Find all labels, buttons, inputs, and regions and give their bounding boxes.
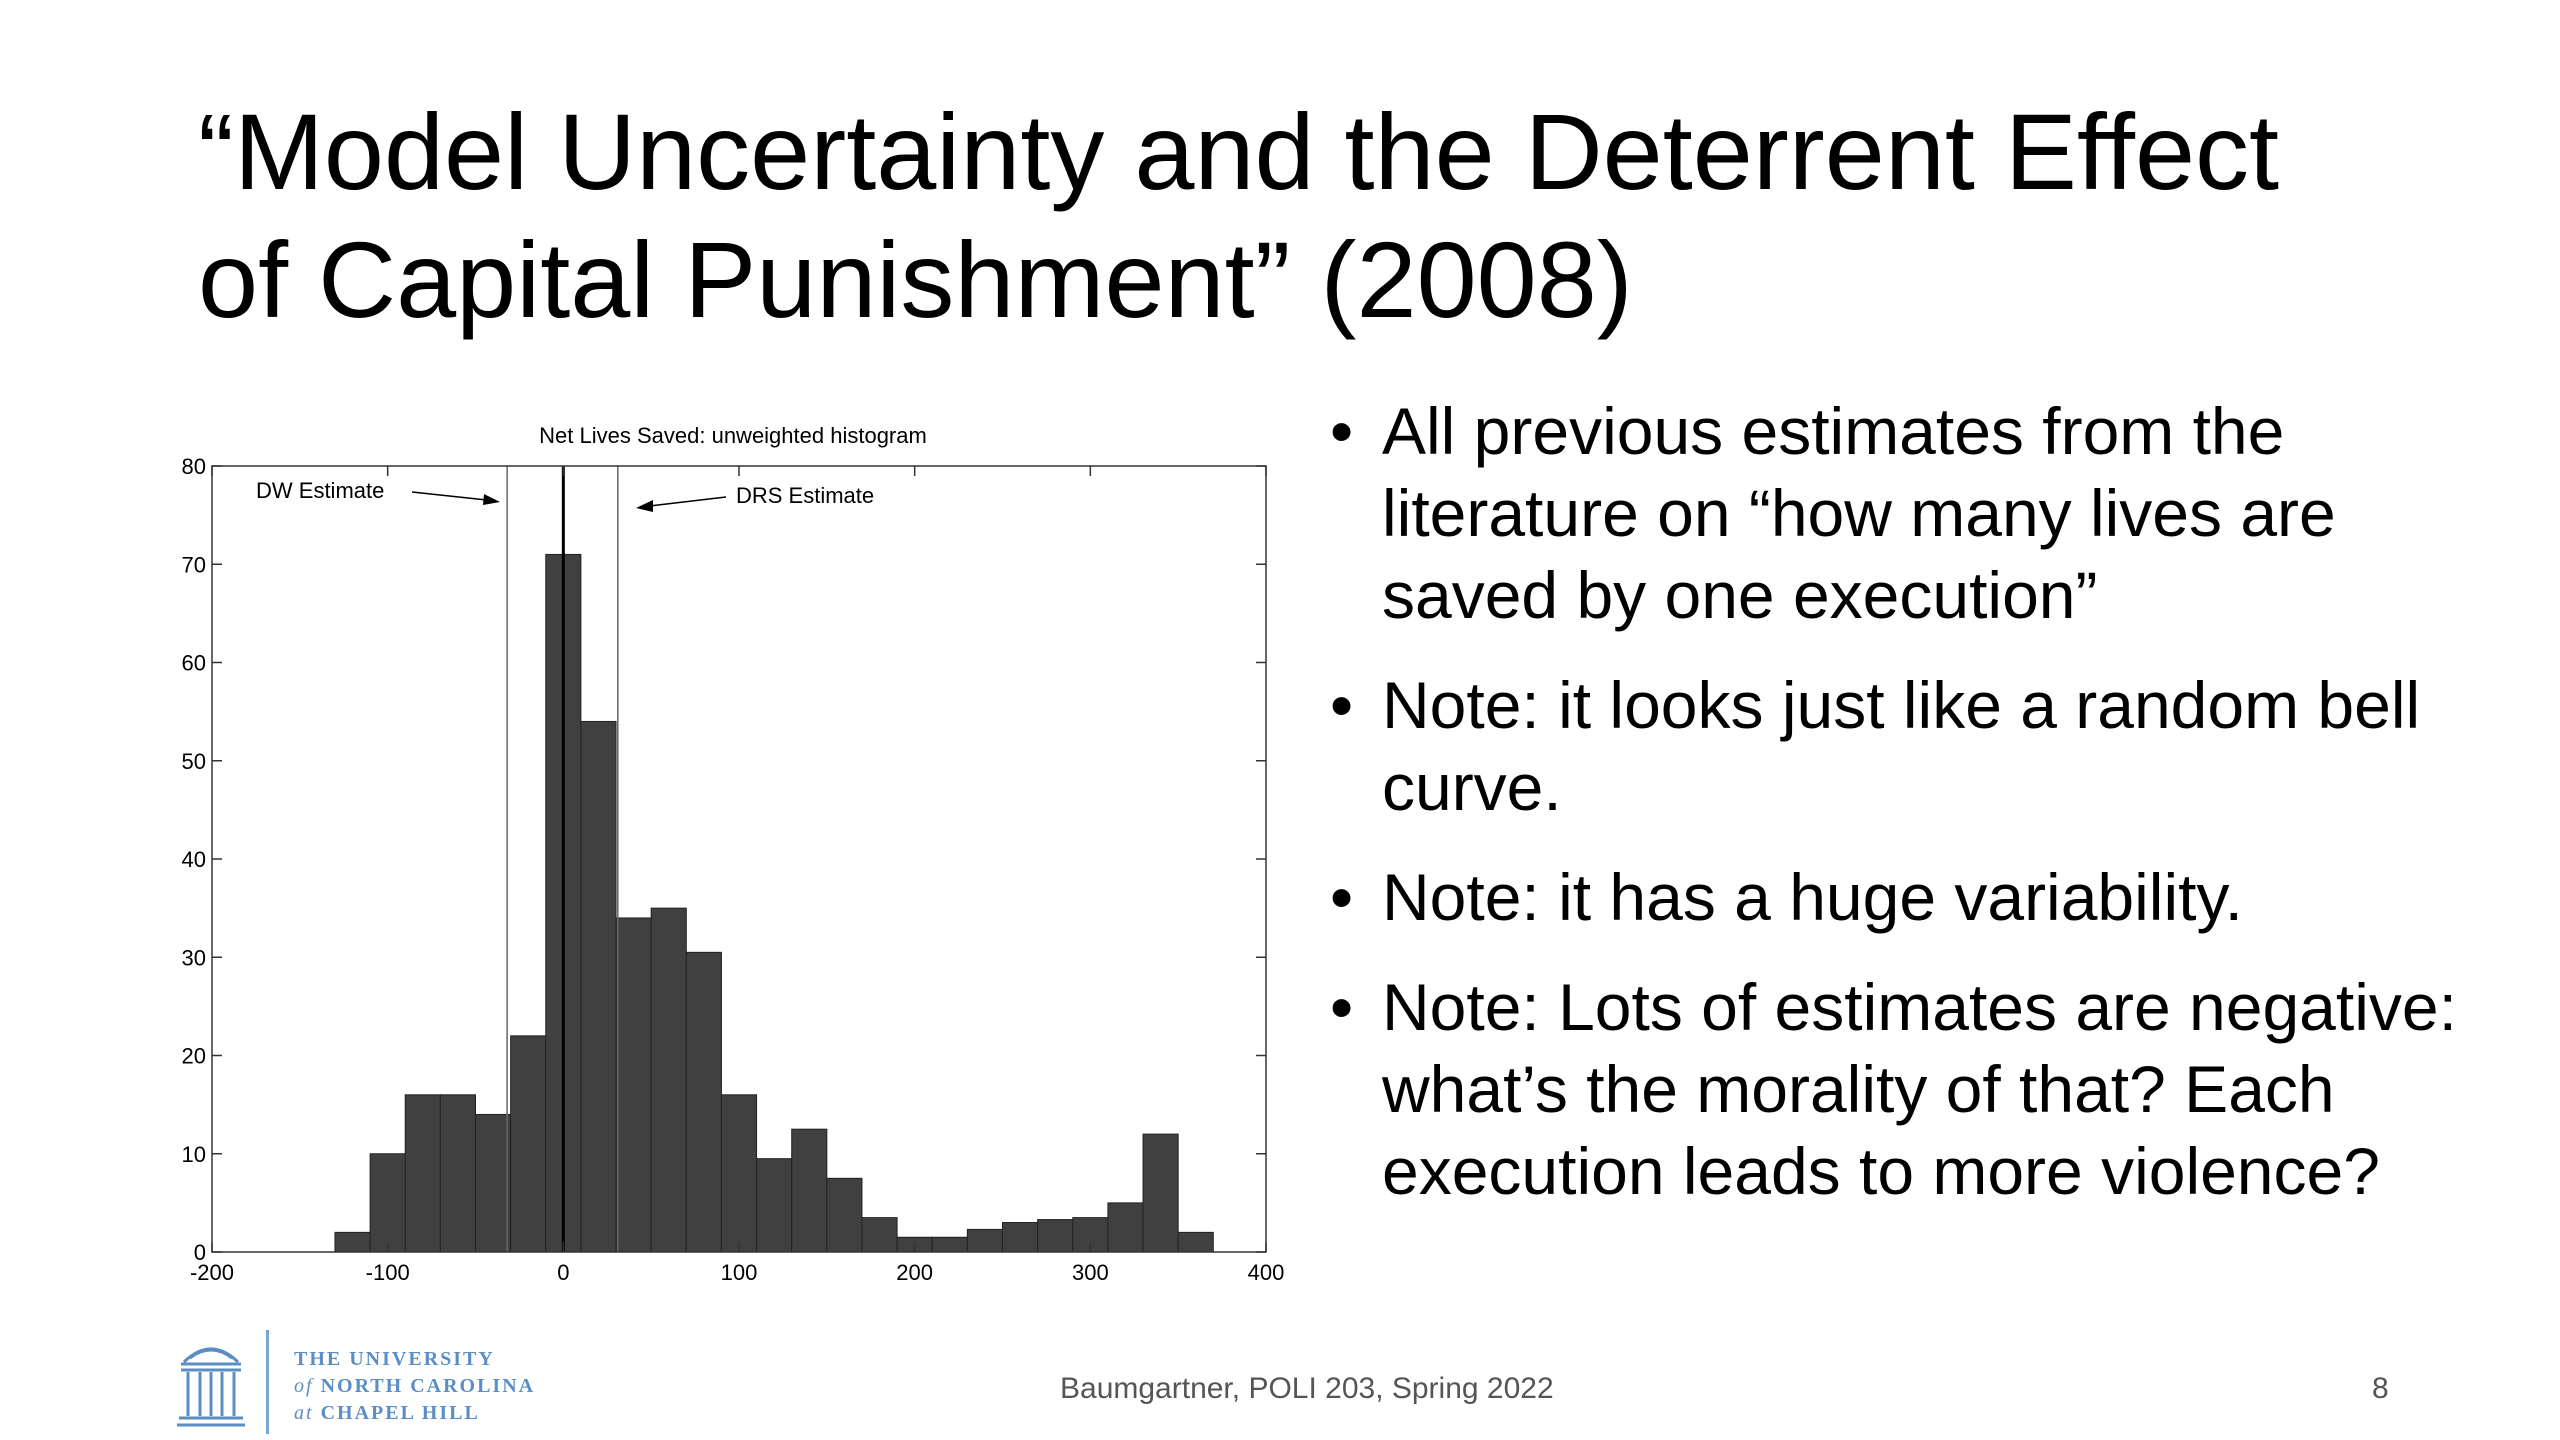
- y-tick-label: 70: [182, 552, 206, 577]
- logo-divider: [266, 1330, 269, 1434]
- bullet-text: All previous estimates from the literatu…: [1382, 394, 2336, 632]
- histogram-bar: [650, 907, 687, 1253]
- y-tick-label: 0: [194, 1240, 206, 1265]
- histogram-bar: [404, 1094, 441, 1253]
- histogram-bar: [1037, 1219, 1074, 1253]
- y-tick-label: 50: [182, 749, 206, 774]
- histogram-bar: [615, 917, 652, 1253]
- y-tick-label: 30: [182, 945, 206, 970]
- bullet-item: • Note: Lots of estimates are negative: w…: [1330, 966, 2510, 1212]
- drs-estimate-arrowhead: [636, 500, 653, 512]
- histogram-bar: [756, 1158, 793, 1253]
- x-tick-label: 400: [1248, 1260, 1285, 1285]
- histogram-bar: [1142, 1133, 1179, 1253]
- y-tick-label: 20: [182, 1044, 206, 1069]
- bullet-dot: •: [1330, 668, 1354, 742]
- logo-line-2-text: NORTH CAROLINA: [320, 1375, 536, 1397]
- axis-ticks: [211, 465, 1267, 1253]
- y-tick-label: 60: [182, 651, 206, 676]
- histogram-bar: [931, 1236, 968, 1253]
- histogram-bar: [826, 1177, 863, 1253]
- logo-line-3: at CHAPEL HILL: [294, 1400, 535, 1427]
- logo-line-2-prefix: of: [294, 1375, 314, 1397]
- histogram-bar: [510, 1035, 547, 1253]
- histogram-bar: [475, 1113, 512, 1253]
- slide-footer: Baumgartner, POLI 203, Spring 2022: [1060, 1372, 1554, 1405]
- x-tick-label: 200: [896, 1260, 933, 1285]
- slide-title: “Model Uncertainty and the Deterrent Eff…: [198, 88, 2458, 344]
- x-tick-label: 100: [721, 1260, 758, 1285]
- histogram-bar: [1002, 1222, 1039, 1253]
- slide-title-line-2: of Capital Punishment” (2008): [198, 219, 1633, 340]
- logo-line-1: THE UNIVERSITY: [294, 1348, 495, 1370]
- dw-estimate-arrowhead: [483, 494, 500, 505]
- histogram-bar: [334, 1231, 371, 1253]
- y-tick-labels: 0 10 20 30 40 50 60 70 80: [182, 454, 206, 1265]
- bullet-list: • All previous estimates from the literat…: [1330, 390, 2510, 1240]
- histogram-bar: [1107, 1202, 1144, 1253]
- bullet-dot: •: [1330, 394, 1354, 468]
- slide-title-line-1: “Model Uncertainty and the Deterrent Eff…: [198, 91, 2280, 212]
- bullet-item: • Note: it has a huge variability.: [1330, 856, 2510, 938]
- bullet-dot: •: [1330, 970, 1354, 1044]
- histogram-bar: [685, 951, 722, 1253]
- bullet-item: • Note: it looks just like a random bell …: [1330, 664, 2510, 828]
- logo-wordmark: THE UNIVERSITY of NORTH CAROLINA at CHAP…: [294, 1346, 535, 1427]
- reference-lines: [506, 466, 619, 1252]
- histogram-bar: [791, 1128, 828, 1253]
- chart-title: Net Lives Saved: unweighted histogram: [539, 423, 927, 448]
- drs-estimate-arrow-line: [640, 496, 727, 508]
- logo-line-2: of NORTH CAROLINA: [294, 1373, 535, 1400]
- histogram-bars: [334, 553, 1214, 1253]
- histogram-bar: [580, 720, 617, 1253]
- logo-line-3-text: CHAPEL HILL: [320, 1402, 480, 1424]
- annotations: DW Estimate DRS Estimate: [256, 478, 874, 512]
- old-well-icon: [177, 1347, 245, 1427]
- histogram-bar: [439, 1094, 477, 1253]
- x-tick-label: -200: [190, 1260, 234, 1285]
- dw-estimate-label: DW Estimate: [256, 478, 384, 503]
- dw-estimate-arrow-line: [411, 491, 497, 502]
- histogram-bar: [966, 1228, 1003, 1253]
- bullet-text: Note: Lots of estimates are negative: wh…: [1382, 970, 2457, 1208]
- histogram-bar: [369, 1153, 406, 1253]
- drs-estimate-label: DRS Estimate: [736, 483, 874, 508]
- university-logo: THE UNIVERSITY of NORTH CAROLINA at CHAP…: [176, 1326, 556, 1438]
- slide-number: 8: [2372, 1372, 2389, 1405]
- x-tick-labels: -200 -100 0 100 200 300 400: [190, 1260, 1284, 1285]
- histogram-bar: [861, 1217, 898, 1253]
- histogram-bar: [1177, 1231, 1214, 1253]
- y-tick-label: 10: [182, 1142, 206, 1167]
- bullet-text: Note: it looks just like a random bell c…: [1382, 668, 2421, 824]
- bullet-dot: •: [1330, 860, 1354, 934]
- logo-line-3-prefix: at: [294, 1402, 314, 1424]
- histogram-bar: [720, 1094, 758, 1253]
- y-tick-label: 80: [182, 454, 206, 479]
- bullet-text: Note: it has a huge variability.: [1382, 860, 2243, 934]
- histogram-chart: Net Lives Saved: unweighted histogram -2…: [182, 423, 1285, 1285]
- y-tick-label: 40: [182, 847, 206, 872]
- bullet-item: • All previous estimates from the literat…: [1330, 390, 2510, 636]
- x-tick-label: -100: [366, 1260, 410, 1285]
- x-tick-label: 0: [557, 1260, 569, 1285]
- x-tick-label: 300: [1072, 1260, 1109, 1285]
